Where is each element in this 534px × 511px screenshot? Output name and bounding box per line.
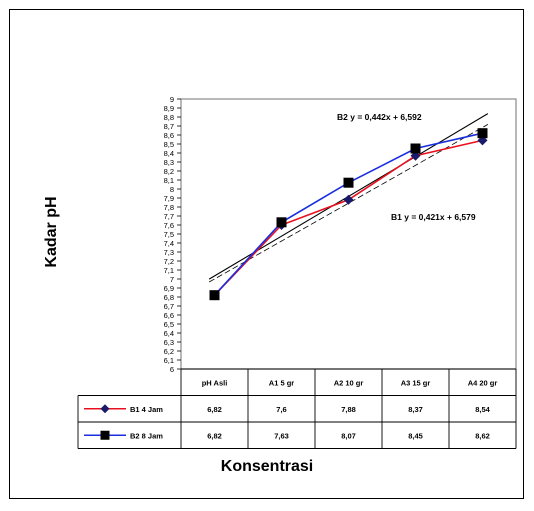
y-tick-label: 8,6 [164,131,174,140]
y-tick-label: 8,4 [164,149,174,158]
data-label-0: 7,88 [341,405,356,414]
y-tick-label: 6,5 [164,320,174,329]
y-tick-label: 6,1 [164,356,174,365]
legend-marker-1 [100,430,110,440]
data-label-1: 7,63 [274,431,289,440]
data-label-1: 6,82 [207,431,222,440]
x-tick-label: pH Asli [202,378,228,387]
y-tick-label: 6,8 [164,293,174,302]
y-tick-label: 8,7 [164,122,174,131]
data-label-0: 6,82 [207,405,222,414]
data-label-0: 8,54 [475,405,490,414]
data-label-1: 8,62 [475,431,490,440]
y-tick-label: 8,3 [164,158,174,167]
y-tick-label: 7,7 [164,212,174,221]
y-tick-label: 6,6 [164,311,174,320]
y-tick-label: 7,1 [164,266,174,275]
series-point-1 [477,128,488,139]
y-tick-label: 7,5 [164,230,174,239]
data-label-0: 7,6 [276,405,286,414]
y-tick-label: 7,4 [164,239,174,248]
x-axis-title: Konsentrasi [220,458,314,475]
y-tick-label: 7,6 [164,221,174,230]
trendline-1 [208,124,489,283]
y-axis-title: Kadar pH [43,196,60,268]
y-tick-label: 6 [170,365,174,374]
y-tick-label: 6,2 [164,347,174,356]
y-tick-label: 8,5 [164,140,174,149]
y-tick-label: 6,9 [164,284,174,293]
x-tick-label: A2 10 gr [334,378,364,387]
series-point-1 [343,177,354,188]
y-tick-label: 8,2 [164,167,174,176]
series-point-0 [343,194,354,205]
legend-marker-0 [100,404,110,414]
x-tick-label: A1 5 gr [269,378,295,387]
y-tick-label: 6,4 [164,329,174,338]
y-tick-label: 6,7 [164,302,174,311]
y-tick-label: 9 [170,95,174,104]
y-tick-label: 6,3 [164,338,174,347]
trendline-equation-0: B2 y = 0,442x + 6,592 [337,112,422,122]
series-point-1 [209,290,220,301]
series-point-1 [276,217,287,228]
y-tick-label: 7,9 [164,194,174,203]
trendline-equation-1: B1 y = 0,421x + 6,579 [391,212,476,222]
x-tick-label: A3 15 gr [401,378,431,387]
y-tick-label: 7 [170,275,174,284]
y-tick-label: 8,1 [164,176,174,185]
y-tick-label: 7,8 [164,203,174,212]
plot-area [180,98,517,370]
data-label-1: 8,45 [408,431,423,440]
y-tick-label: 8,9 [164,104,174,113]
data-label-0: 8,37 [408,405,423,414]
y-tick-label: 8 [170,185,174,194]
legend-label-0: B1 4 Jam [130,405,163,414]
y-tick-label: 7,3 [164,248,174,257]
y-tick-label: 8,8 [164,113,174,122]
series-point-1 [410,143,421,154]
data-label-1: 8,07 [341,431,356,440]
legend-label-1: B2 8 Jam [130,431,163,440]
x-tick-label: A4 20 gr [468,378,498,387]
y-tick-label: 7,2 [164,257,174,266]
